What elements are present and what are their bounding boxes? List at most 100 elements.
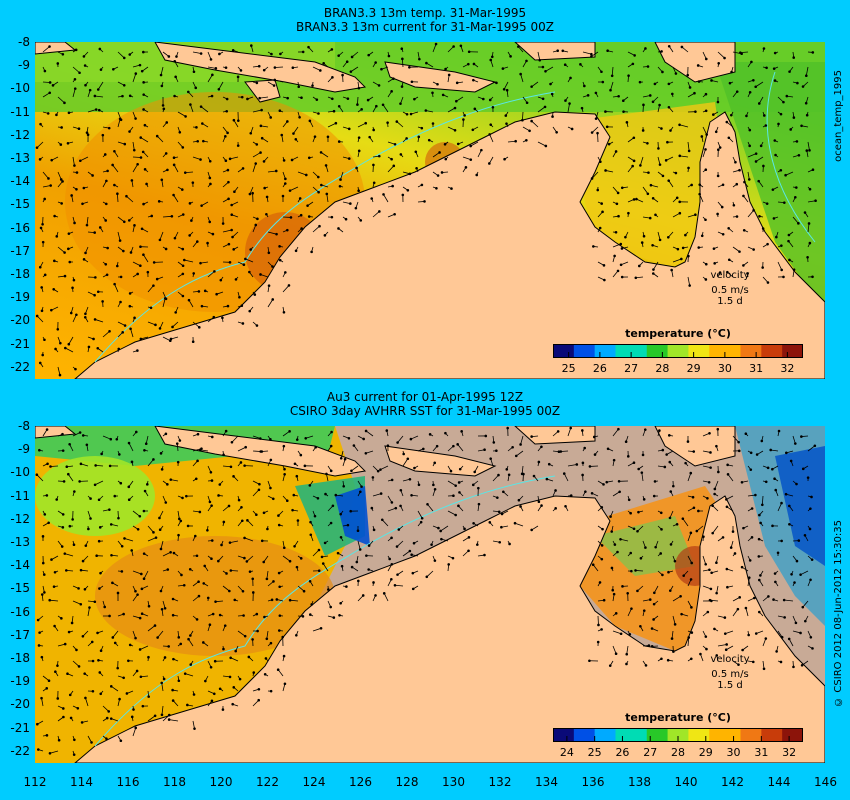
bottom-current-arrowhead — [220, 543, 223, 547]
top-current-arrowhead — [320, 183, 323, 187]
bottom-current-arrowhead — [413, 466, 416, 470]
top-current-arrowhead — [453, 128, 457, 132]
bottom-current-arrowhead — [237, 498, 241, 502]
bottom-current-arrowhead — [508, 542, 511, 546]
top-current-arrow — [567, 103, 570, 113]
top-current-arrowhead — [93, 293, 96, 297]
top-current-arrow — [672, 212, 681, 218]
top-current-arrowhead — [93, 231, 96, 234]
top-current-arrow — [312, 225, 320, 233]
top-current-arrowhead — [488, 133, 491, 136]
top-current-arrowhead — [139, 156, 143, 159]
top-current-arrowhead — [164, 152, 168, 155]
top-current-arrowhead — [456, 142, 460, 146]
top-current-arrowhead — [747, 178, 751, 181]
bottom-current-arrowhead — [130, 715, 134, 719]
top-current-arrowhead — [188, 202, 192, 205]
top-current-arrow — [702, 126, 708, 135]
top-current-arrowhead — [73, 78, 77, 81]
bottom-current-arrowhead — [230, 440, 234, 444]
bottom-current-arrowhead — [206, 528, 209, 532]
bottom-current-arrowhead — [598, 581, 602, 584]
top-current-arrowhead — [773, 79, 777, 82]
top-current-arrowhead — [772, 217, 776, 220]
bottom-current-arrowhead — [223, 624, 227, 627]
top-current-arrowhead — [811, 168, 815, 172]
lon-label: 124 — [302, 775, 326, 789]
top-current-arrowhead — [639, 164, 642, 167]
bottom-current-arrowhead — [111, 581, 114, 585]
top-current-arrowhead — [298, 116, 301, 119]
bottom-current-arrowhead — [79, 462, 83, 466]
top-current-arrowhead — [158, 238, 162, 242]
top-current-arrowhead — [155, 277, 159, 281]
top-current-arrowhead — [795, 186, 798, 189]
top-current-arrowhead — [658, 163, 662, 166]
bottom-current-arrowhead — [601, 527, 604, 531]
bottom-current-arrowhead — [288, 598, 292, 602]
lon-label: 112 — [23, 775, 47, 789]
top-current-arrowhead — [35, 314, 39, 318]
bottom-current-arrowhead — [61, 432, 64, 436]
top-current-arrow — [147, 321, 156, 326]
top-current-arrowhead — [43, 197, 46, 201]
bottom-current-arrowhead — [364, 429, 368, 433]
top-current-arrowhead — [249, 248, 252, 251]
bottom-current-arrowhead — [40, 696, 43, 700]
top-current-arrowhead — [596, 188, 600, 192]
bottom-current-arrow — [85, 697, 89, 707]
top-current-arrowhead — [118, 239, 122, 242]
bottom-current-arrowhead — [208, 623, 212, 627]
top-current-arrow — [591, 126, 599, 133]
bottom-current-arrowhead — [80, 721, 84, 724]
bottom-current-arrowhead — [355, 560, 359, 564]
bottom-current-arrow — [672, 595, 681, 602]
top-current-arrowhead — [74, 48, 78, 52]
bottom-current-arrowhead — [83, 588, 87, 591]
top-current-arrowhead — [98, 47, 102, 51]
bottom-sst-map — [35, 426, 825, 763]
top-current-arrow — [755, 156, 764, 162]
top-current-arrow — [102, 330, 110, 338]
bottom-current-arrow — [687, 637, 690, 647]
bottom-current-arrowhead — [636, 529, 639, 533]
top-current-arrowhead — [530, 85, 533, 88]
top-current-arrowhead — [420, 126, 424, 130]
bottom-current-arrowhead — [476, 543, 479, 546]
top-current-arrowhead — [330, 48, 334, 51]
top-current-arrowhead — [199, 158, 202, 161]
top-current-arrowhead — [717, 61, 721, 65]
top-current-arrowhead — [47, 177, 50, 180]
bottom-current-arrowhead — [277, 523, 281, 527]
top-current-arrowhead — [617, 94, 620, 98]
bottom-current-arrowhead — [686, 440, 690, 443]
top-side-label: ocean_temp_1995 — [833, 70, 844, 162]
top-current-arrowhead — [436, 82, 439, 86]
top-current-arrowhead — [780, 268, 783, 272]
top-current-arrow — [267, 299, 274, 308]
bottom-current-arrowhead — [374, 594, 377, 597]
bottom-current-arrowhead — [295, 565, 299, 569]
top-current-arrowhead — [132, 148, 136, 152]
top-current-arrowhead — [792, 116, 796, 119]
bottom-current-arrowhead — [234, 649, 238, 653]
bottom-current-arrowhead — [410, 553, 413, 556]
top-current-arrowhead — [38, 361, 42, 365]
bottom-current-arrowhead — [159, 452, 163, 455]
top-current-arrowhead — [242, 263, 246, 267]
top-current-arrow — [36, 141, 44, 148]
top-current-arrow — [147, 285, 154, 293]
bottom-colorbar-segment — [740, 728, 752, 742]
bottom-current-arrowhead — [709, 587, 713, 591]
top-current-arrowhead — [256, 217, 259, 221]
top-current-arrowhead — [762, 164, 765, 168]
bottom-colorbar-segment — [761, 728, 773, 742]
top-current-arrowhead — [324, 164, 328, 167]
bottom-current-arrowhead — [426, 503, 429, 506]
top-current-arrowhead — [230, 228, 233, 232]
top-current-arrowhead — [661, 70, 664, 74]
bottom-current-arrow — [696, 525, 704, 532]
bottom-current-arrowhead — [492, 441, 496, 444]
top-colorbar-tick: 26 — [592, 362, 607, 375]
top-current-arrowhead — [332, 109, 336, 113]
